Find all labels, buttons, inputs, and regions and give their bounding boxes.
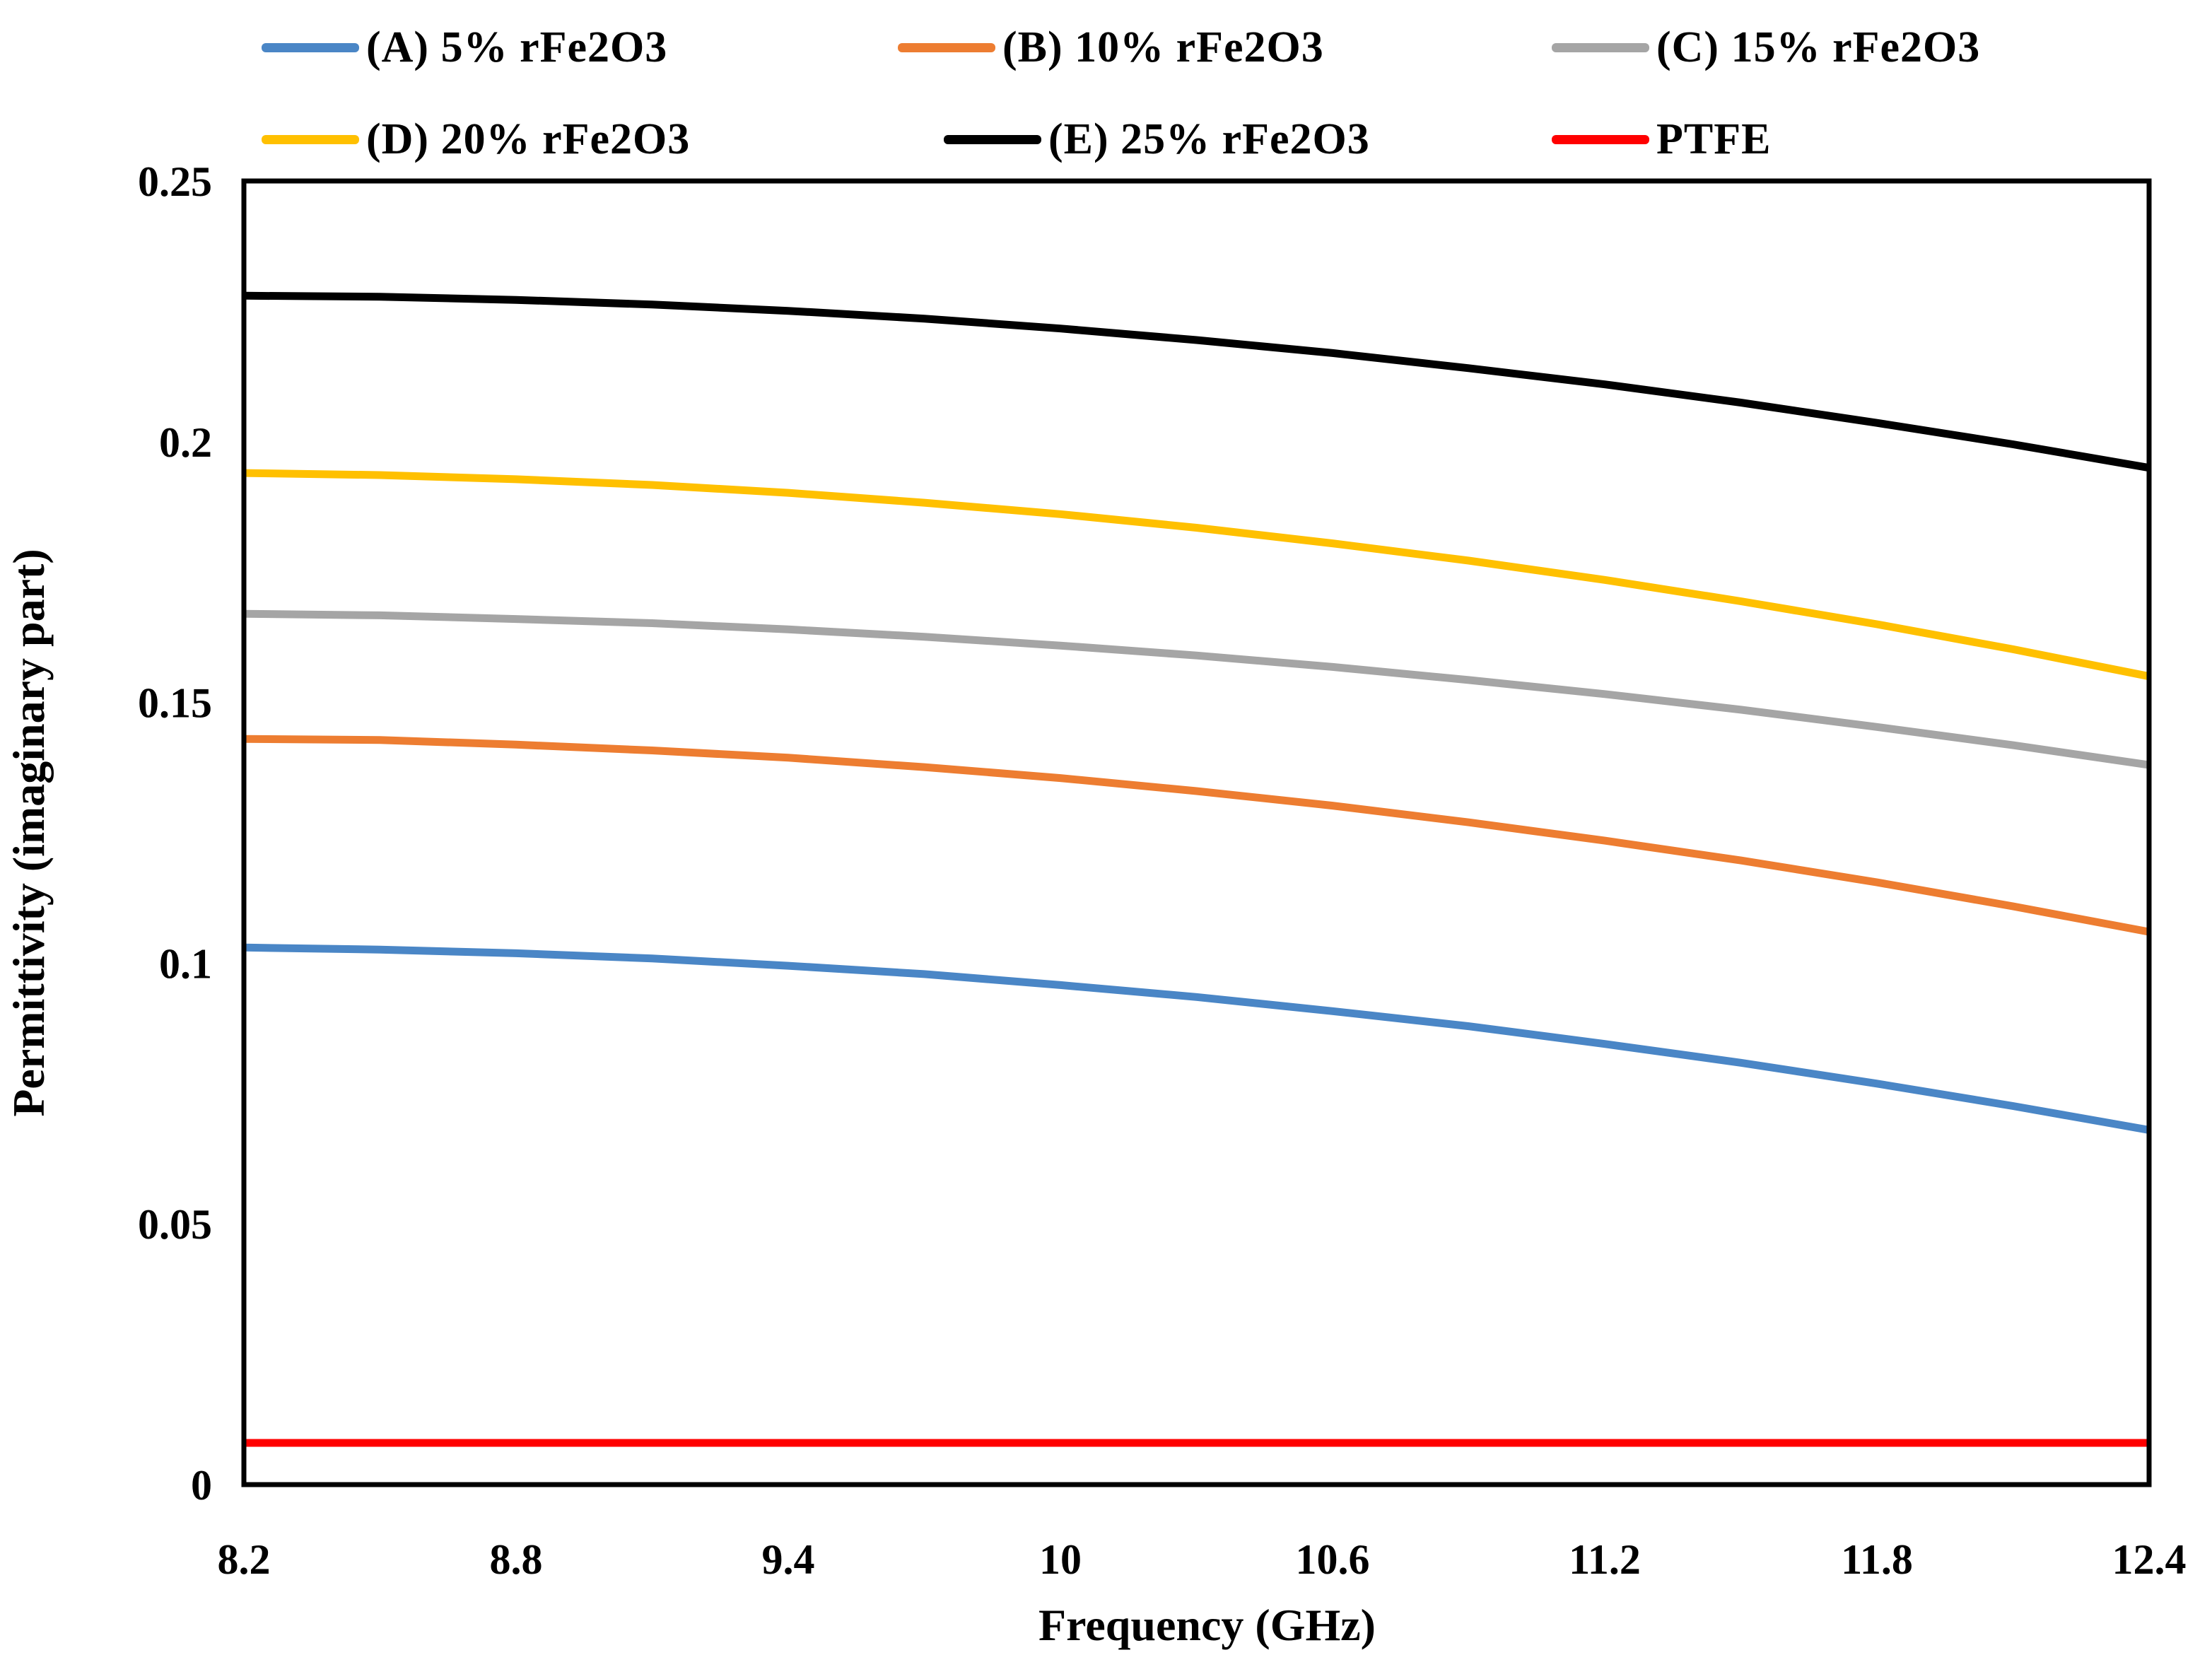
series-line-c-15pct-rfe2o3 [243, 609, 2150, 769]
y-axis-tick-label: 0.2 [159, 419, 212, 466]
x-axis-tick-label: 11.8 [1841, 1536, 1913, 1583]
chart-legend: (A) 5% rFe2O3 (B) 10% rFe2O3 (C) 15% rFe2O… [0, 0, 2212, 177]
x-axis-tick-label: 8.2 [218, 1536, 271, 1583]
legend-line-swatch [1552, 134, 1649, 144]
legend-label: (B) 10% rFe2O3 [1002, 23, 1324, 71]
x-axis-tick-label: 10 [1039, 1536, 1082, 1583]
series-line-b-10pct-rfe2o3 [243, 735, 2150, 936]
plot-border [241, 178, 2152, 1487]
legend-item-a-5pct-rfe2o3: (A) 5% rFe2O3 [262, 20, 667, 75]
legend-item-d-20pct-rfe2o3: (D) 20% rFe2O3 [262, 112, 690, 167]
legend-label: (E) 25% rFe2O3 [1048, 115, 1370, 163]
series-line-a-5pct-rfe2o3 [243, 943, 2150, 1134]
legend-label: (A) 5% rFe2O3 [366, 23, 668, 71]
legend-line-swatch [944, 134, 1041, 144]
x-axis-tick-label: 12.4 [2112, 1536, 2187, 1583]
y-axis-title: Permittivity (imaginary part) [4, 549, 54, 1116]
legend-item-b-10pct-rfe2o3: (B) 10% rFe2O3 [898, 20, 1324, 75]
x-axis-tick-label: 11.2 [1569, 1536, 1641, 1583]
y-axis-tick-label: 0.1 [159, 940, 212, 987]
y-axis-tick-label: 0.25 [138, 158, 212, 205]
x-axis-tick-label: 9.4 [762, 1536, 815, 1583]
y-axis-tick-label: 0.15 [138, 680, 212, 727]
y-axis-tick-label: 0 [191, 1462, 212, 1509]
legend-label: PTFE [1656, 115, 1772, 163]
legend-item-c-15pct-rfe2o3: (C) 15% rFe2O3 [1552, 20, 1980, 75]
legend-item-ptfe: PTFE [1552, 112, 1771, 167]
x-axis-tick-label: 10.6 [1296, 1536, 1370, 1583]
y-axis-tick-label: 0.05 [138, 1201, 212, 1248]
legend-line-swatch [1552, 42, 1649, 52]
legend-line-swatch [898, 42, 995, 52]
x-axis-tick-label: 8.8 [490, 1536, 543, 1583]
legend-item-e-25pct-rfe2o3: (E) 25% rFe2O3 [944, 112, 1370, 167]
legend-label: (D) 20% rFe2O3 [366, 115, 691, 163]
legend-label: (C) 15% rFe2O3 [1656, 23, 1981, 71]
legend-line-swatch [262, 134, 359, 144]
series-line-d-20pct-rfe2o3 [243, 469, 2150, 681]
series-line-e-25pct-rfe2o3 [243, 291, 2150, 472]
x-axis-title: Frequency (GHz) [1038, 1600, 1376, 1650]
legend-line-swatch [262, 42, 359, 52]
